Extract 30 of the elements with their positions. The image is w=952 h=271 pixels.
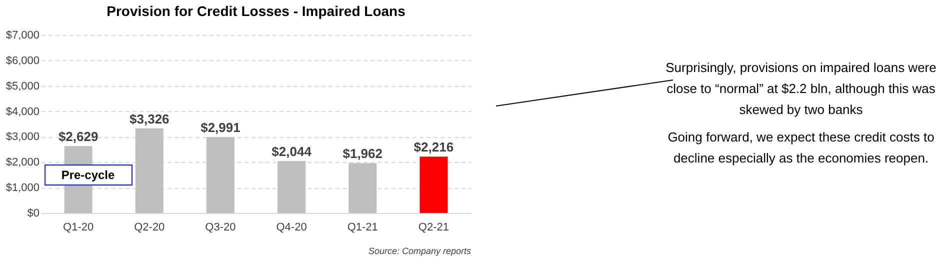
bar (420, 156, 448, 213)
data-label: $2,044 (272, 144, 312, 160)
x-tick-label: Q2-20 (134, 222, 165, 234)
x-tick-label: Q3-20 (205, 222, 236, 234)
bar (206, 136, 234, 213)
y-tick-label: $7,000 (6, 30, 40, 42)
bar (348, 163, 377, 213)
x-tick-label: Q1-21 (347, 222, 378, 234)
text: Going forward, we expect these credit costs to decline especially as the economies reopen. (668, 130, 934, 166)
data-label: $2,991 (200, 120, 240, 135)
y-tick-label: $3,000 (6, 131, 40, 144)
data-label: $2,629 (58, 129, 98, 144)
y-tick-label: $6,000 (6, 54, 40, 67)
chart-title: Provision for Credit Losses - Impaired Loans (106, 3, 406, 19)
x-tick-label: Q2-21 (418, 222, 449, 234)
x-tick-label: Q1-20 (63, 222, 94, 234)
x-tick-label: Q4-20 (276, 222, 307, 234)
y-tick-label: $5,000 (6, 80, 40, 92)
data-label: $2,216 (414, 140, 454, 155)
bar (278, 161, 306, 213)
y-tick-label: $2,000 (6, 156, 40, 169)
bar (135, 128, 164, 213)
y-tick-label: $4,000 (6, 106, 40, 118)
text: Surprisingly, provisions on impaired loans were close to “normal” at $2.2 bln, although this was skewed by two banks (666, 60, 936, 117)
data-label: $1,962 (342, 146, 382, 162)
data-label: $3,326 (130, 111, 170, 126)
y-tick-label: $1,000 (6, 182, 40, 194)
annotation: Pre-cycle (61, 168, 116, 182)
source-note: Source: Company reports (368, 246, 472, 256)
y-tick-label: $0 (27, 208, 40, 220)
